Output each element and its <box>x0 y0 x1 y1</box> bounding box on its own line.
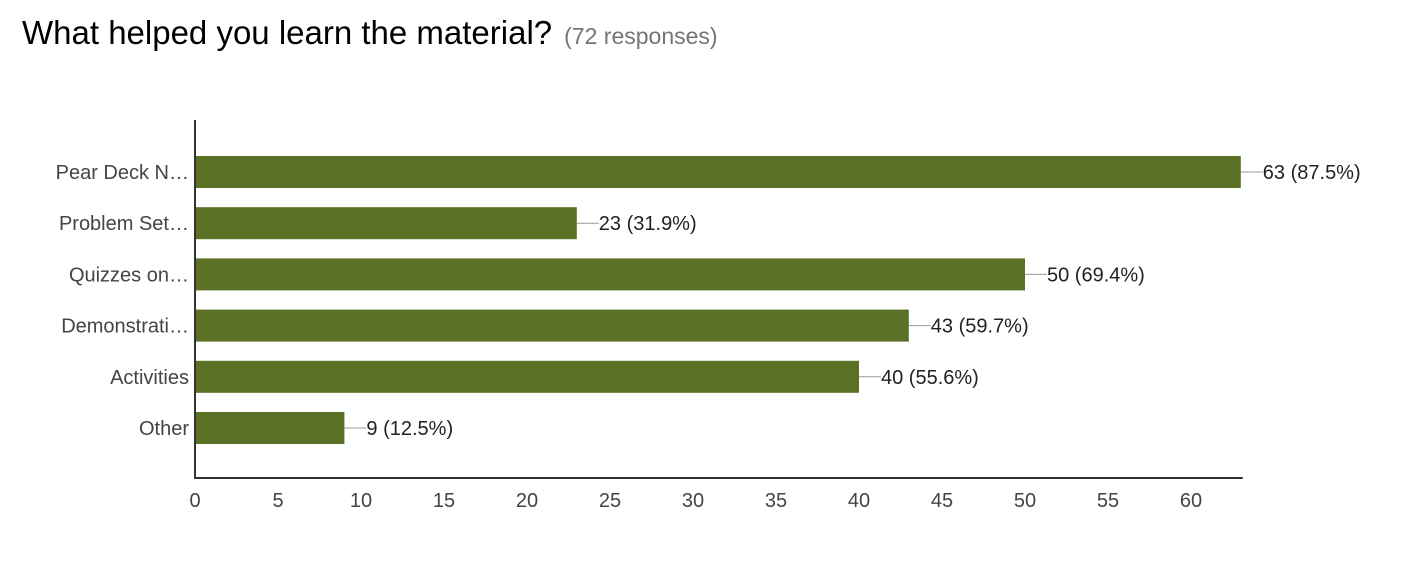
x-tick-label: 0 <box>189 490 200 512</box>
data-label: 63 (87.5%) <box>1263 162 1361 184</box>
data-label: 43 (59.7%) <box>931 316 1029 338</box>
x-tick-label: 55 <box>1097 490 1119 512</box>
data-label: 9 (12.5%) <box>366 418 453 440</box>
x-tick-label: 40 <box>848 490 870 512</box>
data-label: 40 (55.6%) <box>881 367 979 389</box>
category-label: Pear Deck N… <box>56 162 189 184</box>
x-tick-label: 20 <box>516 490 538 512</box>
bar <box>195 360 859 393</box>
data-label: 50 (69.4%) <box>1047 264 1145 286</box>
x-tick-label: 25 <box>599 490 621 512</box>
bar <box>195 412 345 444</box>
question-title: What helped you learn the material? <box>22 14 553 51</box>
category-label: Other <box>139 418 189 440</box>
bar <box>195 207 577 240</box>
x-tick-label: 15 <box>433 490 455 512</box>
chart-title: What helped you learn the material? (72 r… <box>22 14 718 52</box>
category-label: Activities <box>110 367 189 389</box>
bar <box>195 156 1241 188</box>
x-tick-label: 5 <box>272 490 283 512</box>
x-tick-label: 30 <box>682 490 704 512</box>
x-tick-label: 45 <box>931 490 953 512</box>
bar <box>195 309 909 342</box>
category-label: Demonstrati… <box>61 316 189 338</box>
x-tick-label: 10 <box>350 490 372 512</box>
data-label: 23 (31.9%) <box>599 213 697 235</box>
category-label: Problem Set… <box>59 213 189 235</box>
x-tick-label: 50 <box>1014 490 1036 512</box>
category-label: Quizzes on… <box>69 264 189 286</box>
x-tick-label: 35 <box>765 490 787 512</box>
x-tick-label: 60 <box>1180 490 1202 512</box>
response-count: (72 responses) <box>564 23 718 49</box>
bar <box>195 258 1025 291</box>
